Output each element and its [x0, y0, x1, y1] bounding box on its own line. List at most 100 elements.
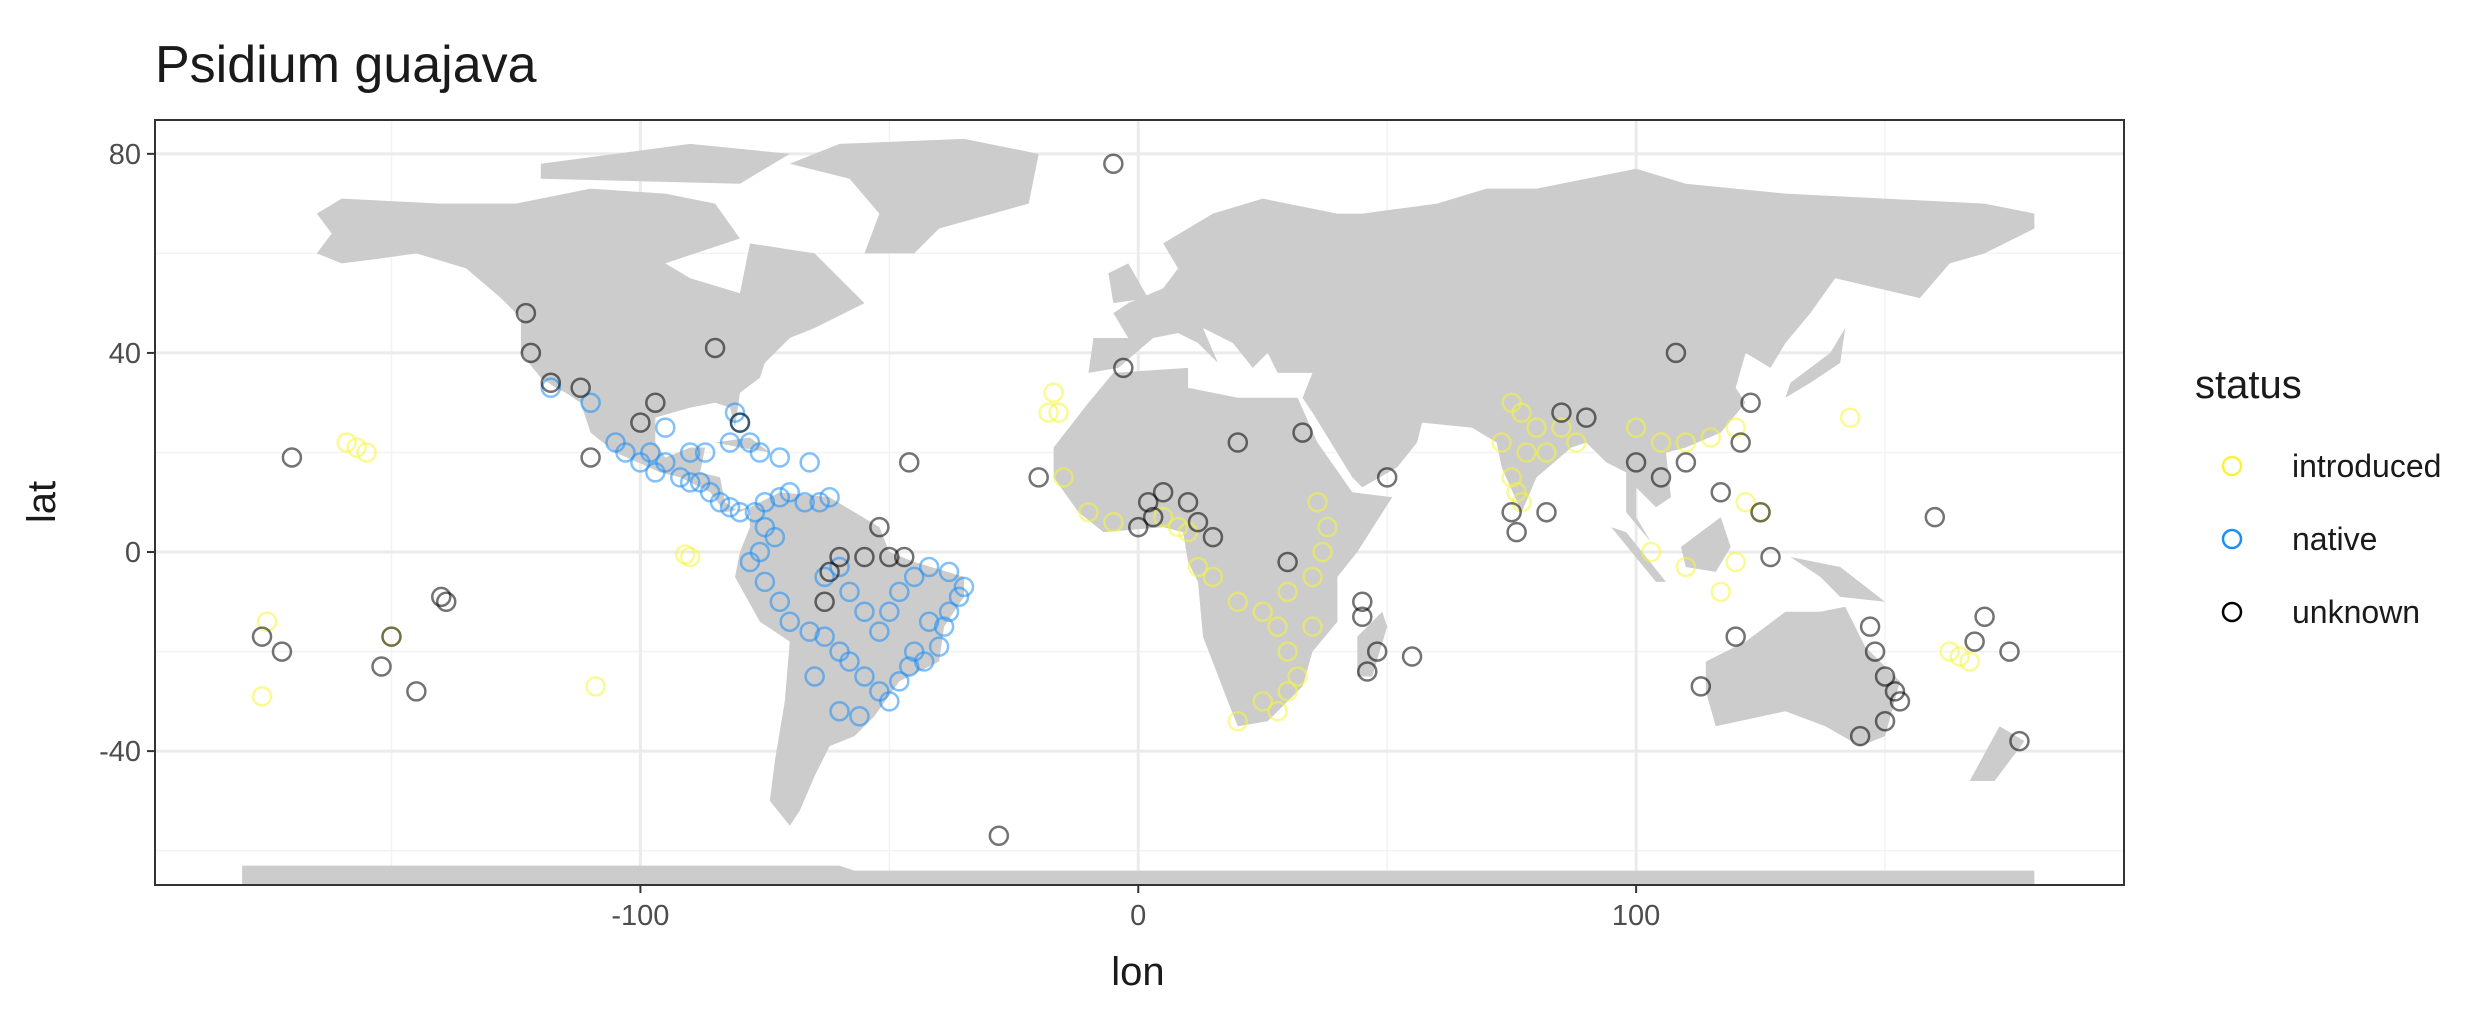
point — [704, 337, 726, 359]
point — [1078, 501, 1099, 523]
point — [1874, 666, 1896, 687]
point — [1103, 153, 1124, 175]
point — [615, 442, 636, 463]
point — [585, 676, 606, 697]
point — [1506, 482, 1527, 503]
point — [1536, 442, 1557, 463]
point — [1252, 691, 1273, 712]
point — [869, 621, 890, 642]
point — [1959, 651, 1980, 672]
australia — [1705, 606, 1900, 747]
point — [1576, 407, 1597, 428]
point — [1999, 641, 2020, 662]
axes: -100 0 100 -40 0 40 80 — [99, 139, 1660, 932]
point — [435, 591, 457, 613]
point — [1152, 482, 1174, 503]
new-guinea — [1790, 557, 1886, 602]
point — [1227, 591, 1249, 613]
greenland — [789, 138, 1039, 254]
point — [799, 452, 820, 473]
point — [729, 501, 751, 523]
point — [1536, 501, 1557, 523]
point — [2009, 730, 2030, 752]
point — [814, 626, 835, 647]
point — [953, 576, 975, 598]
point — [903, 641, 925, 662]
point — [515, 302, 537, 324]
point — [1665, 342, 1687, 364]
point — [988, 825, 1010, 846]
point — [1202, 526, 1224, 548]
point — [630, 412, 651, 433]
point — [1252, 601, 1273, 623]
point — [371, 656, 392, 677]
legend-symbol — [2221, 528, 2243, 550]
south-america — [734, 492, 965, 826]
point — [1710, 581, 1731, 603]
point — [814, 591, 835, 613]
point — [779, 482, 801, 503]
legend: status introduced native unknown — [2195, 363, 2441, 630]
point — [948, 586, 970, 608]
point — [1352, 591, 1373, 613]
point — [928, 636, 950, 657]
x-tick-label: 0 — [1130, 900, 1146, 932]
point — [1277, 551, 1298, 573]
legend-label: native — [2292, 521, 2377, 557]
point — [1267, 616, 1288, 637]
point — [251, 626, 273, 647]
point — [346, 437, 367, 458]
point — [679, 442, 701, 463]
point — [814, 566, 835, 588]
y-tick-label: -40 — [99, 736, 141, 768]
points — [251, 153, 2030, 846]
point — [719, 432, 741, 453]
point — [933, 616, 955, 637]
point — [1675, 452, 1697, 473]
point — [1864, 641, 1886, 662]
point — [879, 601, 900, 623]
point — [1874, 710, 1896, 732]
point — [1501, 467, 1522, 488]
point — [1551, 402, 1572, 423]
point — [251, 686, 273, 707]
point — [754, 571, 776, 593]
y-tick-label: 80 — [109, 139, 141, 171]
y-tick-label: 40 — [109, 338, 141, 370]
point — [794, 492, 815, 513]
point — [729, 412, 751, 433]
point — [1700, 427, 1722, 448]
point — [1730, 432, 1751, 453]
point — [1187, 556, 1209, 578]
point — [1128, 516, 1149, 538]
point — [1287, 666, 1308, 687]
point — [764, 526, 786, 548]
point — [520, 342, 542, 364]
point — [1740, 392, 1761, 413]
point — [1137, 492, 1159, 513]
point — [1277, 641, 1298, 662]
point — [1312, 541, 1333, 563]
point — [1401, 646, 1423, 667]
point — [1750, 501, 1771, 523]
point — [1964, 631, 1985, 652]
point — [809, 492, 830, 513]
point — [1277, 581, 1298, 603]
point — [1710, 482, 1731, 503]
x-tick-label: -100 — [611, 900, 669, 932]
point — [1053, 467, 1074, 488]
point — [1949, 646, 1970, 667]
point — [1725, 551, 1746, 573]
point — [1884, 681, 1906, 702]
point — [1267, 701, 1288, 722]
point — [739, 432, 761, 453]
point — [938, 601, 960, 623]
point — [256, 611, 278, 632]
point — [1038, 402, 1059, 423]
point — [655, 452, 676, 473]
point — [1511, 402, 1532, 423]
point — [894, 546, 915, 568]
point — [1202, 566, 1224, 588]
point — [1357, 661, 1378, 682]
